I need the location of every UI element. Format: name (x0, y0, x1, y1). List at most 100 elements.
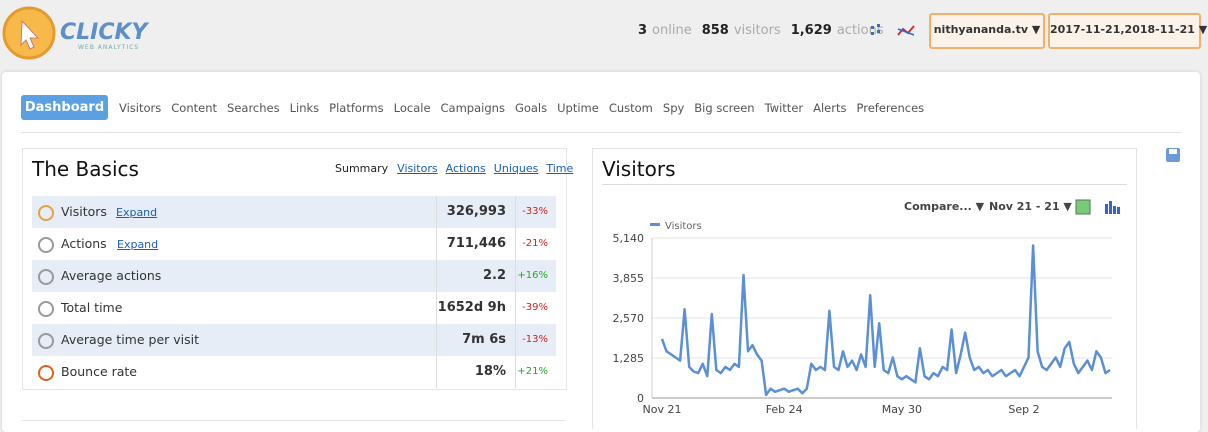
row-divider (515, 292, 516, 324)
row-label: Average time per visit (61, 332, 200, 347)
nav-item[interactable]: Uptime (557, 101, 599, 115)
stats: 3 online 858 visitors 1,629 actions (638, 23, 894, 38)
row-change: -21% (522, 238, 548, 249)
tab[interactable]: Uniques (493, 162, 539, 175)
save-icon[interactable] (1164, 146, 1182, 164)
nav-item[interactable]: Custom (608, 101, 653, 115)
row-label: Actions (61, 236, 107, 251)
stat-value: 858 (701, 23, 729, 38)
nav-item[interactable]: Big screen (694, 101, 755, 115)
row-label: Average actions (61, 268, 162, 283)
visitors-title: Visitors (602, 157, 676, 181)
row-divider (515, 324, 516, 356)
line (660, 244, 1111, 397)
stat-label: online (652, 23, 692, 38)
stat-label: visitors (733, 23, 781, 38)
x-tick-label: May 30 (882, 403, 922, 416)
nav-item[interactable]: Preferences (856, 101, 925, 115)
row-icon (38, 205, 54, 221)
divider (602, 184, 1127, 185)
row-link[interactable]: Expand (116, 206, 158, 219)
visitors-panel (592, 148, 1137, 429)
x-tick-label: Feb 24 (766, 403, 803, 416)
basics-title: The Basics (32, 157, 139, 181)
row-divider (515, 260, 516, 292)
row-value: 2.2 (482, 268, 506, 283)
visitors-chart: 0 1,285 2,570 3,855 5,140 Nov 21 Feb 24 May 30 S… (613, 221, 1112, 416)
y-tick-label: 0 (637, 392, 644, 405)
date-select[interactable]: 2017-11-21,2018-11-21 ▼ (1048, 13, 1207, 49)
nav-item[interactable]: Visitors (119, 101, 162, 115)
nav-item[interactable]: Platforms (329, 101, 384, 115)
row-change: +21% (517, 366, 548, 377)
nav-item[interactable]: Searches (227, 101, 280, 115)
nav-item[interactable]: Alerts (813, 101, 847, 115)
nav-active[interactable]: Dashboard (21, 95, 108, 120)
row-link[interactable]: Expand (117, 238, 159, 251)
legend-label: Visitors (665, 221, 702, 232)
nav-item[interactable]: Content (171, 101, 218, 115)
logo-sub: WEB ANALYTICS (78, 44, 140, 51)
nav-item[interactable]: Spy (662, 101, 685, 115)
y-tick-label: 2,570 (613, 312, 645, 325)
logo[interactable]: CLICKY (60, 20, 148, 45)
row-label: Total time (61, 300, 123, 315)
row-divider (515, 228, 516, 260)
tab[interactable]: Visitors (397, 162, 438, 175)
row-change: -39% (522, 302, 548, 313)
row-change: -13% (522, 334, 548, 345)
row-divider (436, 324, 437, 356)
basics-row: Total time 1652d 9h -39% (32, 292, 556, 324)
row-value: 711,446 (446, 236, 506, 251)
row-change: +16% (517, 270, 548, 281)
stat-value: 3 (638, 23, 648, 38)
row-icon (38, 301, 54, 317)
row-value: 18% (474, 364, 506, 379)
nav-item[interactable]: Twitter (764, 101, 804, 115)
row-divider (436, 292, 437, 324)
nav-item[interactable]: Campaigns (440, 101, 505, 115)
row-icon (38, 237, 54, 253)
logo-icon (2, 6, 56, 60)
basics-row: Visitors Expand 326,993 -33% (32, 196, 556, 228)
row-divider (436, 260, 437, 292)
nav: Visitors Content Searches Links Platforms Loc… (119, 101, 934, 115)
basics-row: Actions Expand 711,446 -21% (32, 228, 556, 260)
basics-tabs: Summary Visitors Actions Uniques Time (335, 162, 581, 175)
row-divider (515, 356, 516, 388)
tab[interactable]: Summary (335, 162, 389, 175)
y-tick-label: 5,140 (613, 232, 645, 245)
x-tick-label: Nov 21 (643, 403, 682, 416)
row-change: -33% (522, 206, 548, 217)
chart-icons[interactable] (1074, 198, 1124, 216)
y-tick-label: 3,855 (613, 272, 645, 285)
toolbar-icons[interactable] (868, 22, 918, 40)
row-icon (38, 365, 54, 381)
row-label: Bounce rate (61, 364, 137, 379)
basics-row: Bounce rate 18% +21% (32, 356, 556, 388)
divider (21, 132, 1181, 133)
nav-item[interactable]: Links (289, 101, 320, 115)
stat-value: 1,629 (790, 23, 832, 38)
nav-item[interactable]: Locale (393, 101, 431, 115)
range[interactable]: Nov 21 - 21 ▼ (989, 200, 1072, 213)
row-icon (38, 269, 54, 285)
site-select[interactable]: nithyananda.tv ▼ (929, 13, 1045, 49)
next-panel (22, 420, 565, 431)
legend-swatch (650, 223, 660, 226)
basics-row: Average time per visit 7m 6s -13% (32, 324, 556, 356)
row-value: 326,993 (446, 204, 506, 219)
tab[interactable]: Actions (445, 162, 486, 175)
basics-row: Average actions 2.2 +16% (32, 260, 556, 292)
tab[interactable]: Time (546, 162, 574, 175)
row-divider (436, 196, 437, 228)
compare[interactable]: Compare... ▼ (904, 200, 985, 213)
nav-item[interactable]: Goals (514, 101, 548, 115)
row-divider (436, 356, 437, 388)
x-tick-label: Sep 2 (1008, 403, 1039, 416)
row-value: 7m 6s (462, 332, 506, 347)
row-value: 1652d 9h (437, 300, 506, 315)
row-divider (515, 196, 516, 228)
basics-panel (22, 148, 567, 390)
